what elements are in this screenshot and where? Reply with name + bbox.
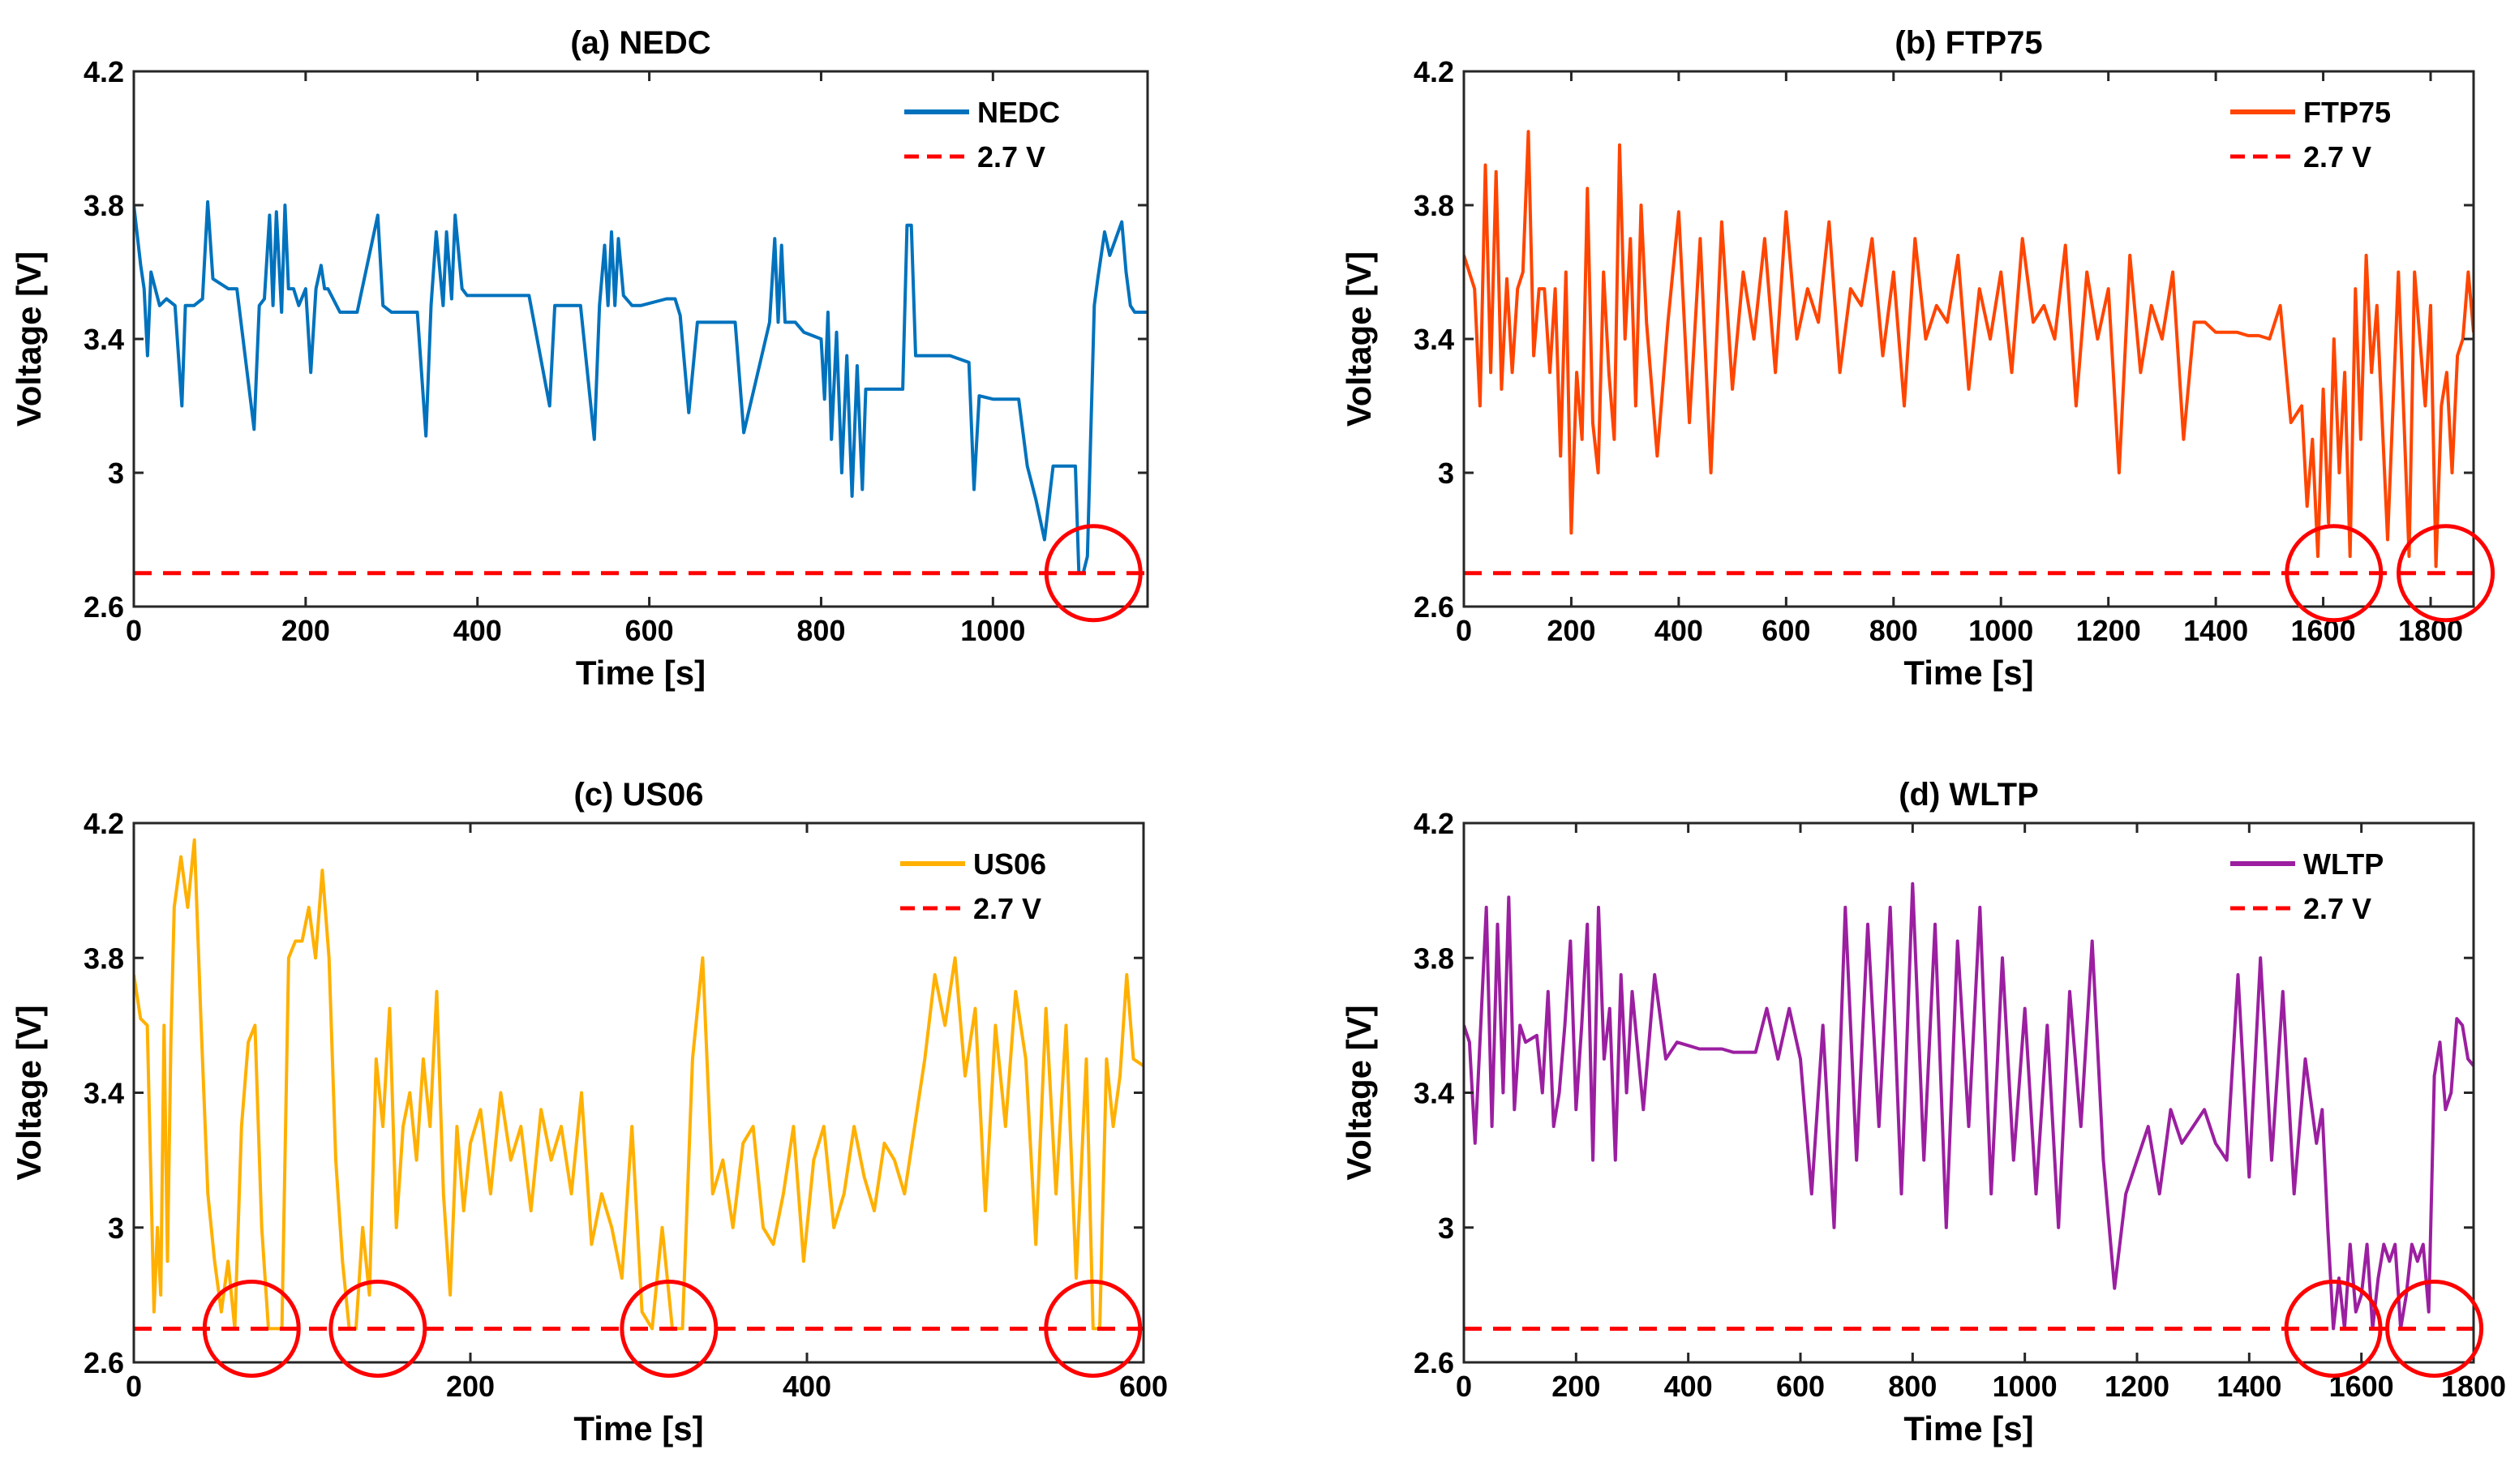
- chart-4-ylabel: Voltage [V]: [1340, 1005, 1378, 1180]
- chart-2-series-line: [1464, 130, 2474, 568]
- chart-3-xtick-label: 600: [1119, 1370, 1168, 1403]
- chart-2-plot-content: [1464, 130, 2474, 576]
- chart-2-highlight-circle: [2285, 524, 2384, 623]
- chart-3-xtick-label: 0: [126, 1370, 142, 1403]
- chart-1-legend-label: 2.7 V: [977, 140, 1045, 174]
- chart-4-legend-label: WLTP: [2303, 847, 2384, 881]
- chart-4-xtick-label: 800: [1888, 1370, 1937, 1403]
- chart-4-ytick-label: 3.8: [1414, 941, 1454, 975]
- chart-2-ytick-label: 4.2: [1414, 55, 1454, 88]
- chart-1-xtick-label: 400: [453, 614, 502, 647]
- chart-4-xtick-label: 0: [1456, 1370, 1472, 1403]
- chart-2-ytick-label: 3.8: [1414, 189, 1454, 222]
- chart-3-ytick-label: 3.4: [84, 1077, 124, 1110]
- chart-4-xtick-label: 600: [1776, 1370, 1825, 1403]
- chart-2-xtick-label: 200: [1547, 614, 1595, 647]
- chart-2-ytick-label: 3.4: [1414, 323, 1454, 356]
- chart-3-ytick-label: 4.2: [84, 807, 124, 840]
- chart-3-xtick-label: 400: [783, 1370, 831, 1403]
- chart-1-title: (a) NEDC: [570, 25, 710, 61]
- chart-2-ytick-label: 2.6: [1414, 590, 1454, 624]
- chart-1-legend-label: NEDC: [977, 96, 1060, 129]
- chart-1-plot-area: [134, 71, 1148, 607]
- chart-3-title: (c) US06: [573, 777, 703, 813]
- chart-3-highlight-circle: [1044, 1279, 1143, 1378]
- chart-3-highlight-circle: [328, 1279, 427, 1378]
- chart-3-ytick-label: 2.6: [84, 1346, 124, 1379]
- chart-2: 0 200 400 600 800 1000 1200 1400 1600 18002.633.4…: [1340, 25, 2495, 692]
- chart-3-legend-label: US06: [973, 847, 1046, 881]
- chart-4-highlight-circle: [2385, 1279, 2484, 1378]
- chart-2-title: (b) FTP75: [1895, 25, 2042, 61]
- chart-1-xtick-label: 800: [796, 614, 845, 647]
- chart-1-xtick-label: 600: [625, 614, 674, 647]
- chart-4-xtick-label: 1400: [2216, 1370, 2281, 1403]
- chart-2-legend-label: 2.7 V: [2303, 140, 2371, 174]
- chart-3-ylabel: Voltage [V]: [10, 1005, 48, 1180]
- chart-4-ytick-label: 4.2: [1414, 807, 1454, 840]
- chart-1-highlight-circle: [1044, 524, 1143, 623]
- chart-3-series-line: [134, 838, 1144, 1331]
- chart-3-highlight-circle: [620, 1279, 719, 1378]
- chart-2-xlabel: Time [s]: [1903, 654, 2033, 692]
- chart-4-legend-label: 2.7 V: [2303, 892, 2371, 925]
- chart-3-highlight-circle: [202, 1279, 301, 1378]
- chart-2-highlight-circle: [2397, 524, 2495, 623]
- chart-1: 0 200 400 600 800 1000 2.6 3 3.4 3.8 4.2 (a) NEDC Ti…: [10, 25, 1149, 692]
- chart-2-xtick-label: 400: [1654, 614, 1703, 647]
- chart-2-xtick-label: 600: [1762, 614, 1810, 647]
- chart-4-series-line: [1464, 881, 2474, 1331]
- chart-4-xtick-label: 200: [1551, 1370, 1600, 1403]
- chart-1-ylabel: Voltage [V]: [10, 251, 48, 427]
- chart-4-title: (d) WLTP: [1899, 777, 2039, 813]
- chart-1-xlabel: Time [s]: [576, 654, 706, 692]
- chart-4-xtick-label: 1200: [2105, 1370, 2169, 1403]
- chart-1-plot-content: [134, 199, 1148, 576]
- chart-2-xtick-label: 1400: [2183, 614, 2248, 647]
- chart-4-xtick-label: 1000: [1993, 1370, 2058, 1403]
- chart-4-xtick-label: 1800: [2441, 1370, 2506, 1403]
- chart-4-highlight-circle: [2284, 1279, 2383, 1378]
- chart-1-xtick-label: 1000: [960, 614, 1025, 647]
- chart-2-ytick-label: 3: [1438, 457, 1454, 490]
- chart-3-legend-label: 2.7 V: [973, 892, 1041, 925]
- chart-1-series-line: [134, 199, 1148, 575]
- chart-3-xlabel: Time [s]: [573, 1409, 703, 1448]
- chart-1-ytick-label: 4.2: [84, 55, 124, 88]
- chart-4: 0 200 400 600 800 1000 1200 1400 1600 18002.633.4…: [1340, 777, 2506, 1448]
- chart-1-ytick-label: 2.6: [84, 590, 124, 624]
- chart-3-plot-content: [134, 838, 1144, 1331]
- chart-3-xtick-label: 200: [446, 1370, 495, 1403]
- chart-3-ytick-label: 3.8: [84, 941, 124, 975]
- chart-1-xtick-label: 0: [126, 614, 142, 647]
- chart-4-plot-area: [1464, 823, 2474, 1362]
- chart-2-xtick-label: 1200: [2076, 614, 2141, 647]
- chart-4-xtick-label: 400: [1664, 1370, 1713, 1403]
- chart-1-ytick-label: 3.8: [84, 189, 124, 222]
- chart-2-xtick-label: 800: [1869, 614, 1918, 647]
- chart-2-ylabel: Voltage [V]: [1340, 251, 1378, 427]
- chart-3: 0 200 400 600 2.6 3 3.4 3.8 4.2 (c) US06 Time [s] V…: [10, 777, 1168, 1448]
- chart-4-plot-content: [1464, 881, 2474, 1331]
- chart-3-ytick-label: 3: [108, 1212, 124, 1245]
- chart-4-ytick-label: 2.6: [1414, 1346, 1454, 1379]
- chart-2-legend-label: FTP75: [2303, 96, 2391, 129]
- chart-4-ytick-label: 3: [1438, 1212, 1454, 1245]
- chart-4-xlabel: Time [s]: [1903, 1409, 2033, 1448]
- chart-1-xtick-label: 200: [281, 614, 330, 647]
- chart-2-xtick-label: 0: [1456, 614, 1472, 647]
- chart-2-xtick-label: 1000: [1968, 614, 2033, 647]
- chart-1-ytick-label: 3.4: [84, 323, 124, 356]
- chart-4-ytick-label: 3.4: [1414, 1077, 1454, 1110]
- chart-1-ytick-label: 3: [108, 457, 124, 490]
